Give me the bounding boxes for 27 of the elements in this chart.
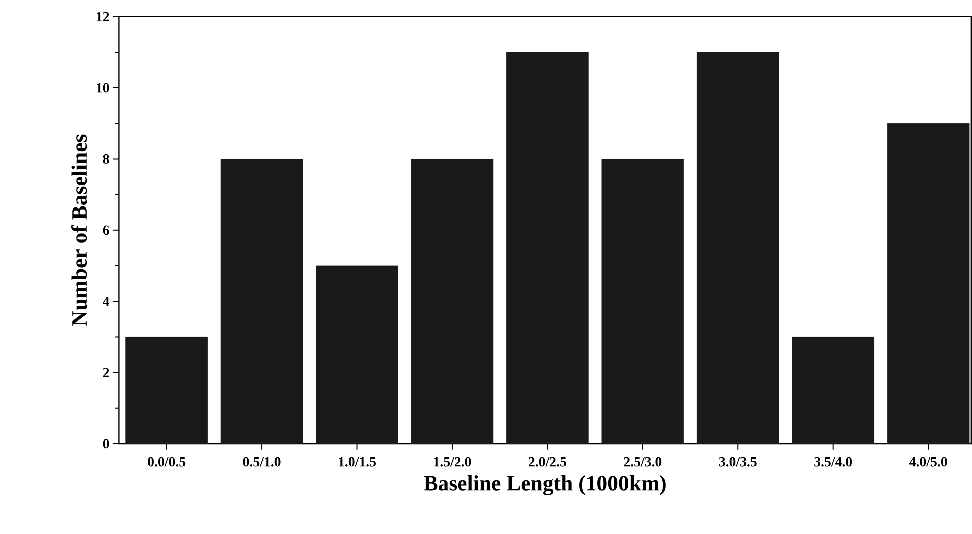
x-tick-label: 0.5/1.0 (243, 457, 281, 467)
y-tick-label: 8 (103, 154, 110, 164)
bar (316, 266, 398, 444)
x-axis-title: Baseline Length (1000km) (424, 475, 666, 496)
x-tick-label: 2.5/3.0 (624, 457, 662, 467)
x-tick-label: 0.0/0.5 (148, 457, 186, 467)
y-tick-label: 12 (97, 12, 110, 22)
x-tick-label: 2.0/2.5 (529, 457, 566, 467)
x-tick-label: 3.5/4.0 (814, 457, 852, 467)
y-tick-label: 6 (103, 226, 110, 235)
bar (220, 158, 304, 444)
x-tick-label: 4.0/5.0 (910, 457, 948, 467)
bar (506, 52, 589, 444)
y-tick-label: 0 (103, 439, 110, 448)
x-tick-label: 3.0/3.5 (719, 457, 757, 467)
x-tick-label: 1.5/2.0 (434, 457, 472, 467)
y-axis-title: Number of Baselines (72, 134, 88, 326)
y-tick-label: 2 (103, 368, 110, 378)
y-tick-label: 10 (97, 83, 110, 93)
bar (696, 52, 780, 444)
bar (602, 158, 684, 444)
bar (126, 336, 208, 444)
bar (411, 158, 494, 444)
y-tick-label: 4 (103, 296, 110, 306)
x-tick-label: 1.0/1.5 (339, 457, 376, 467)
bar (792, 336, 874, 444)
bar (887, 123, 970, 444)
